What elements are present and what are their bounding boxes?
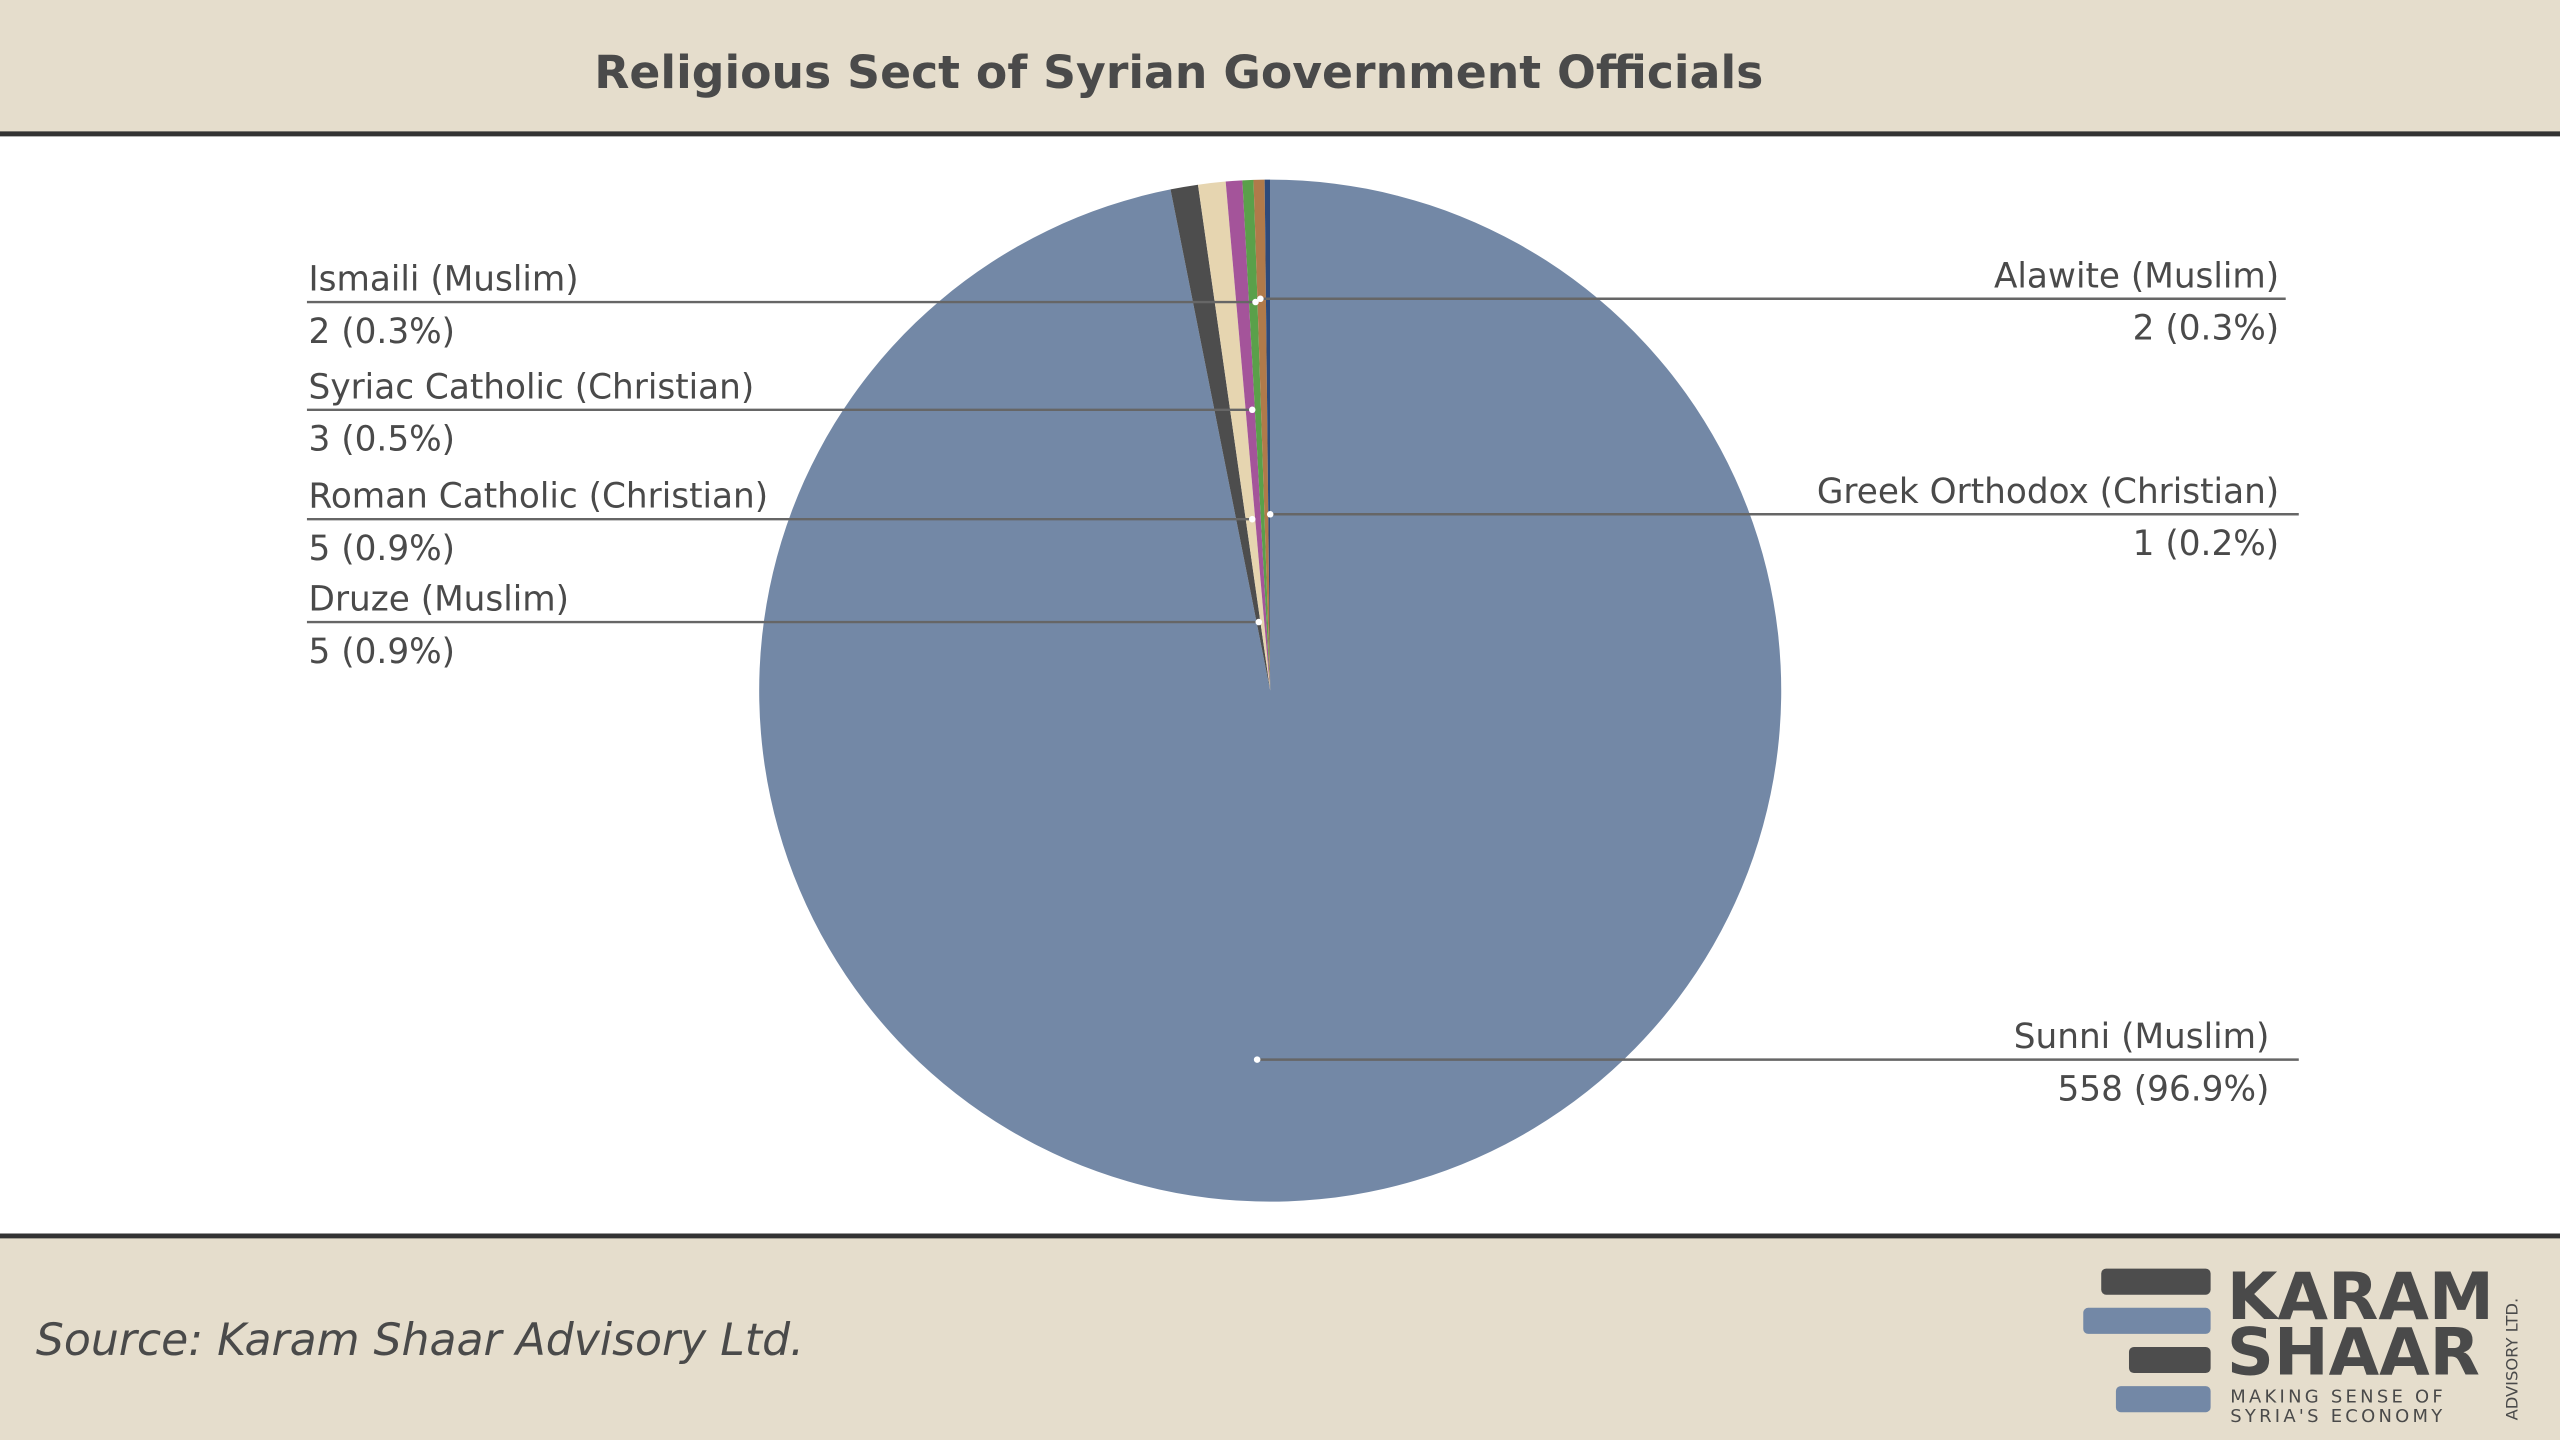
header-band [0, 0, 2560, 133]
pie-slice [1197, 181, 1271, 691]
leader-dot [1253, 1056, 1261, 1063]
pie-slice [1242, 179, 1271, 691]
logo-tagline: MAKING SENSE OF [2230, 1386, 2446, 1407]
slice-label: Syriac Catholic (Christian) [309, 367, 755, 407]
logo-text: KARAM [2227, 1259, 2494, 1335]
logo-text: SHAAR [2227, 1315, 2480, 1391]
leader-dot [1255, 618, 1263, 626]
value-label: 2 (0.3%) [2133, 309, 2279, 349]
logo-bar [2083, 1307, 2211, 1334]
leader-dot [1266, 511, 1274, 518]
logo-side: ADVISORY LTD. [2503, 1298, 2522, 1421]
slice-label: Sunni (Muslim) [2014, 1017, 2270, 1057]
pie-slice [1264, 179, 1271, 691]
value-label: 5 (0.9%) [309, 632, 455, 672]
leader-dot [1257, 295, 1264, 303]
logo: KARAM SHAAR MAKING SENSE OF SYRIA'S ECON… [2083, 1259, 2522, 1427]
logo-bar [2101, 1268, 2211, 1295]
pie-slice [1170, 184, 1271, 691]
pie-slice [1253, 179, 1271, 691]
value-label: 5 (0.9%) [309, 529, 455, 569]
logo-bar [2115, 1386, 2211, 1413]
slice-label: Ismaili (Muslim) [309, 260, 579, 300]
slice-label: Greek Orthodox (Christian) [1817, 472, 2279, 512]
leader-dot [1252, 298, 1259, 306]
chart-title: Religious Sect of Syrian Government Offi… [594, 46, 1763, 99]
value-label: 1 (0.2%) [2133, 524, 2279, 564]
value-label: 558 (96.9%) [2057, 1069, 2269, 1109]
value-label: 2 (0.3%) [309, 312, 455, 352]
slice-label: Alawite (Muslim) [1994, 256, 2279, 296]
logo-tagline: SYRIA'S ECONOMY [2230, 1406, 2445, 1427]
slice-label: Roman Catholic (Christian) [309, 477, 769, 517]
leader-dot [1248, 515, 1256, 523]
logo-bar [2128, 1346, 2211, 1374]
value-label: 3 (0.5%) [309, 420, 455, 460]
source: Source: Karam Shaar Advisory Ltd. [36, 1315, 804, 1366]
slice-label: Druze (Muslim) [309, 580, 569, 620]
pie-slice [1225, 180, 1271, 691]
leader-dot [1248, 406, 1256, 414]
